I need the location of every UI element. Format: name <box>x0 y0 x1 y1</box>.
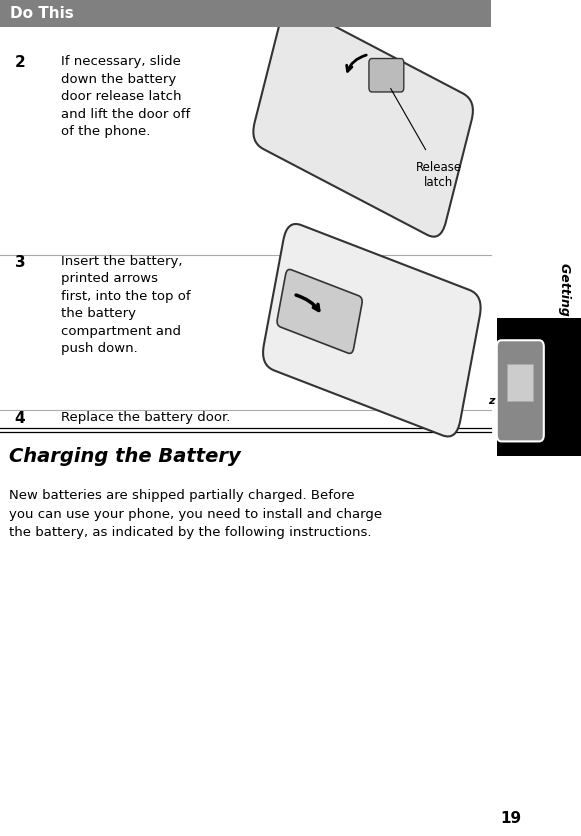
Text: New batteries are shipped partially charged. Before
you can use your phone, you : New batteries are shipped partially char… <box>9 489 382 539</box>
Text: If necessary, slide
down the battery
door release latch
and lift the door off
of: If necessary, slide down the battery doo… <box>61 55 190 138</box>
Text: Replace the battery door.: Replace the battery door. <box>61 411 231 425</box>
Text: Insert the battery,
printed arrows
first, into the top of
the battery
compartmen: Insert the battery, printed arrows first… <box>61 255 191 355</box>
Text: 4: 4 <box>15 411 25 426</box>
FancyBboxPatch shape <box>497 340 544 441</box>
Text: 2: 2 <box>15 55 26 70</box>
Text: Charging the Battery: Charging the Battery <box>9 447 241 466</box>
Text: 19: 19 <box>501 811 522 826</box>
FancyBboxPatch shape <box>263 224 480 436</box>
Text: z: z <box>487 396 494 406</box>
Text: Release
latch: Release latch <box>415 161 462 188</box>
Text: Getting Started: Getting Started <box>558 263 571 373</box>
Bar <box>497 318 581 456</box>
Bar <box>0 0 491 27</box>
Text: 3: 3 <box>15 255 25 270</box>
Text: Do This: Do This <box>10 6 74 21</box>
FancyBboxPatch shape <box>253 6 473 237</box>
FancyBboxPatch shape <box>369 59 404 92</box>
Bar <box>507 364 533 401</box>
FancyBboxPatch shape <box>277 269 362 354</box>
